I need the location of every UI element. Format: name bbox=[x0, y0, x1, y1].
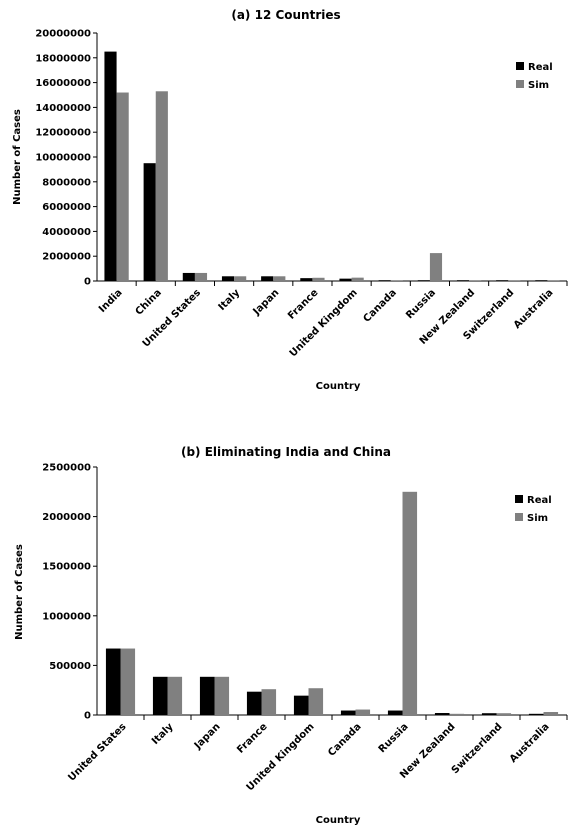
chart-1-x-tick-label-united-states: United States bbox=[66, 721, 128, 783]
chart-0-x-tick-label-united-kingdom: United Kingdom bbox=[288, 287, 360, 359]
chart-0-bar-real-russia bbox=[417, 280, 430, 281]
chart-1-bar-sim-canada bbox=[355, 709, 371, 715]
chart-0-bar-real-japan bbox=[261, 276, 274, 281]
chart-0-bar-real-australia bbox=[535, 280, 548, 281]
chart-0-x-tick-label-italy: Italy bbox=[217, 287, 243, 313]
chart-0-legend-swatch-real bbox=[516, 62, 524, 70]
chart-1-y-tick-label: 500000 bbox=[49, 661, 91, 672]
chart-1-x-tick-label-russia: Russia bbox=[377, 721, 411, 755]
chart-0-x-tick-label-canada: Canada bbox=[361, 287, 398, 324]
chart-1-x-tick-label-italy: Italy bbox=[150, 721, 176, 747]
chart-0-x-tick-label-india: India bbox=[97, 287, 125, 315]
chart-0-y-tick-label: 4000000 bbox=[42, 227, 91, 238]
chart-1-bar-sim-italy bbox=[167, 676, 183, 715]
chart-0-bar-real-united-states bbox=[182, 272, 195, 281]
chart-1-bar-real-france bbox=[246, 691, 262, 715]
chart-0-bar-sim-canada bbox=[390, 280, 403, 281]
chart-1-bar-sim-france bbox=[261, 689, 277, 715]
chart-1-y-tick-label: 2500000 bbox=[42, 463, 91, 474]
chart-0-x-tick-label-china: China bbox=[134, 287, 164, 317]
chart-1-x-tick-label-canada: Canada bbox=[326, 721, 363, 758]
chart-1-y-tick-label: 0 bbox=[84, 711, 91, 722]
chart-0-bar-sim-russia bbox=[429, 253, 443, 281]
chart-eliminating-india-china: (b) Eliminating India and China 0 500000 10… bbox=[14, 445, 568, 826]
chart-0-x-tick-label-france: France bbox=[286, 287, 321, 322]
chart-0-x-tick-label-japan: Japan bbox=[251, 287, 282, 318]
chart-1-bar-real-switzerland bbox=[481, 713, 497, 715]
chart-1-x-axis-title: Country bbox=[316, 815, 361, 826]
chart-0-bar-real-new-zealand bbox=[456, 280, 470, 281]
chart-0-y-tick-label: 8000000 bbox=[42, 177, 91, 188]
chart-1-x-tick-label-australia: Australia bbox=[508, 721, 552, 765]
chart-0-y-tick-label: 2000000 bbox=[42, 252, 91, 263]
chart-1-y-tick-label: 1500000 bbox=[42, 562, 91, 573]
chart-1-bar-sim-switzerland bbox=[496, 713, 512, 715]
chart-1-bar-sim-russia bbox=[402, 491, 418, 715]
chart-0-bar-real-italy bbox=[221, 276, 235, 281]
chart-1-y-tick-label: 2000000 bbox=[42, 512, 91, 523]
chart-1-legend: Real Sim bbox=[515, 495, 552, 524]
chart-0-x-tick-label-russia: Russia bbox=[404, 287, 438, 321]
chart-0-x-axis-title: Country bbox=[316, 381, 361, 392]
chart-0-bar-sim-australia bbox=[547, 280, 560, 281]
chart-1-bar-real-new-zealand bbox=[434, 713, 450, 715]
chart-0-y-tick-label: 6000000 bbox=[42, 202, 91, 213]
chart-1-bar-sim-united-states bbox=[120, 648, 136, 715]
chart-0-bar-sim-china bbox=[155, 91, 168, 281]
chart-1-legend-swatch-sim bbox=[515, 513, 523, 521]
chart-0-bar-sim-united-kingdom bbox=[351, 277, 364, 281]
chart-0-legend-swatch-sim bbox=[516, 80, 524, 88]
chart-0-bar-sim-india bbox=[116, 92, 129, 282]
chart-0-legend: Real Sim bbox=[516, 62, 553, 91]
chart-0-title: (a) 12 Countries bbox=[231, 8, 340, 22]
chart-0-y-tick-label: 12000000 bbox=[35, 128, 91, 139]
chart-0-y-tick-label: 16000000 bbox=[35, 78, 91, 89]
chart-0-legend-label-real: Real bbox=[528, 62, 553, 73]
chart-1-x-tick-label-japan: Japan bbox=[192, 721, 223, 752]
chart-0-bar-real-canada bbox=[378, 280, 391, 281]
chart-0-y-tick-label: 0 bbox=[84, 277, 91, 288]
chart-0-y-tick-label: 14000000 bbox=[35, 103, 91, 114]
chart-0-y-axis-title: Number of Cases bbox=[12, 109, 23, 205]
chart-1-bar-real-united-states bbox=[105, 648, 121, 715]
chart-12-countries: (a) 12 Countries 0 2000000 4000000 6000000 80… bbox=[12, 8, 568, 392]
chart-1-bar-sim-australia bbox=[543, 712, 559, 715]
chart-1-title: (b) Eliminating India and China bbox=[181, 445, 391, 459]
chart-0-bar-sim-france bbox=[312, 277, 325, 281]
chart-1-legend-swatch-real bbox=[515, 495, 523, 503]
chart-0-bar-real-china bbox=[143, 163, 156, 281]
chart-1-bar-sim-japan bbox=[214, 676, 230, 715]
chart-1-legend-label-real: Real bbox=[527, 495, 552, 506]
chart-0-y-tick-label: 10000000 bbox=[35, 153, 91, 164]
chart-0-bar-sim-new-zealand bbox=[469, 280, 482, 281]
chart-0-y-tick-label: 18000000 bbox=[35, 53, 91, 64]
chart-1-x-tick-label-france: France bbox=[235, 721, 270, 756]
chart-0-bar-real-india bbox=[104, 51, 117, 281]
chart-0-bar-sim-italy bbox=[234, 276, 247, 281]
chart-0-x-tick-label-australia: Australia bbox=[512, 287, 556, 331]
chart-0-bar-sim-united-states bbox=[194, 272, 208, 281]
chart-0-bar-sim-switzerland bbox=[508, 280, 521, 281]
chart-1-bar-real-italy bbox=[152, 676, 168, 715]
chart-1-bar-real-russia bbox=[387, 710, 403, 715]
chart-0-bar-real-switzerland bbox=[496, 280, 509, 281]
chart-1-bar-sim-united-kingdom bbox=[308, 688, 324, 715]
chart-0-bar-sim-japan bbox=[273, 276, 286, 281]
chart-0-bar-real-united-kingdom bbox=[339, 278, 352, 281]
chart-1-y-tick-label: 1000000 bbox=[42, 611, 91, 622]
chart-1-legend-label-sim: Sim bbox=[527, 513, 548, 524]
chart-1-y-axis-title: Number of Cases bbox=[14, 544, 25, 640]
chart-1-bar-real-canada bbox=[340, 710, 356, 715]
chart-0-bar-real-france bbox=[300, 278, 313, 281]
chart-1-bar-real-japan bbox=[199, 676, 215, 715]
chart-0-y-tick-label: 20000000 bbox=[35, 29, 91, 40]
chart-0-legend-label-sim: Sim bbox=[528, 80, 549, 91]
chart-1-bar-real-united-kingdom bbox=[293, 695, 309, 715]
chart-1-bar-real-australia bbox=[528, 713, 544, 715]
chart-1-bar-sim-new-zealand bbox=[449, 713, 465, 715]
chart-1-x-tick-label-switzerland: Switzerland bbox=[450, 721, 505, 776]
